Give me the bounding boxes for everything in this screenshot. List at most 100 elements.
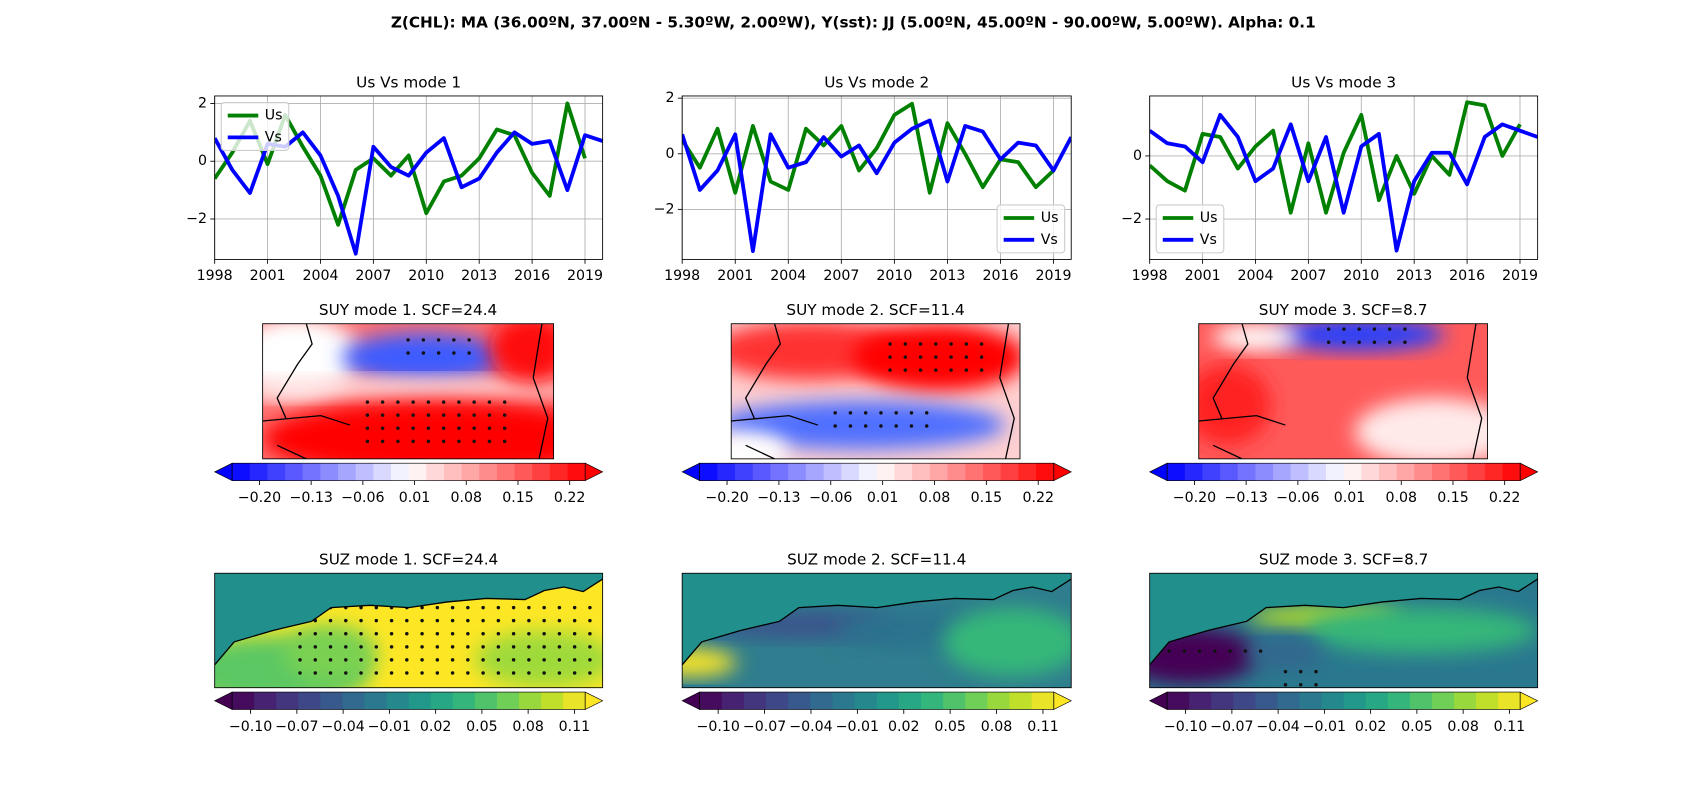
stipple <box>496 605 501 610</box>
colorbar-bin <box>1031 692 1055 710</box>
figure-title: Z(CHL): MA (36.00ºN, 37.00ºN - 5.30ºW, 2… <box>391 13 1316 31</box>
stipple <box>481 632 485 636</box>
stipple <box>481 671 485 675</box>
stipple <box>344 645 348 649</box>
axes-frame <box>214 95 604 260</box>
stipple <box>405 618 409 623</box>
stipple <box>542 605 546 610</box>
stipple <box>472 426 476 430</box>
colorbar-bin <box>1290 463 1309 481</box>
stipple <box>542 645 546 649</box>
stipple <box>472 413 476 417</box>
stipple <box>435 605 440 610</box>
colorbar-bin <box>1431 463 1451 481</box>
stipple <box>903 368 908 372</box>
legend-label: Us <box>1200 210 1218 226</box>
stipple <box>328 671 333 675</box>
colorbar-bin <box>342 692 366 710</box>
stipple <box>380 400 385 404</box>
stipple <box>833 411 837 415</box>
stipple <box>359 618 363 623</box>
stipple <box>888 342 892 346</box>
stipple <box>298 632 302 636</box>
stipple <box>979 342 984 346</box>
legend-label: Us <box>265 108 283 124</box>
x-tick-label: 1998 <box>197 268 233 284</box>
stipple <box>481 618 485 623</box>
stipple <box>380 439 385 444</box>
stipple <box>420 632 424 636</box>
stipple <box>527 671 531 675</box>
colorbar-tick-label: −0.06 <box>341 490 384 506</box>
x-tick-label: 2001 <box>1185 268 1221 284</box>
colorbar-bin <box>1453 692 1477 710</box>
x-tick-label: 2013 <box>461 268 497 284</box>
coastline <box>214 578 603 666</box>
stipple <box>466 632 470 636</box>
stipple <box>557 671 562 675</box>
stipple <box>1314 669 1318 674</box>
x-tick-label: 2007 <box>1290 268 1326 284</box>
colorbar-bin <box>894 463 913 481</box>
colorbar-bin <box>982 463 1002 481</box>
colorbar-bin <box>1502 463 1521 481</box>
x-tick-label: 2019 <box>1502 268 1538 284</box>
colorbar-bin <box>1018 463 1037 481</box>
stipple <box>924 411 929 415</box>
stipple <box>411 413 415 417</box>
colorbar-tick-label: 0.08 <box>1386 490 1418 506</box>
colorbar-frame <box>699 462 1055 481</box>
stipple <box>1342 340 1346 344</box>
stipple <box>979 355 984 359</box>
stipple <box>328 645 333 649</box>
colorbar-bin <box>567 463 586 481</box>
colorbar-bin <box>805 463 825 481</box>
colorbar-tick-label: −0.07 <box>1210 719 1253 735</box>
stipple <box>435 632 440 636</box>
colorbar-bin <box>267 463 286 481</box>
colorbar-bin <box>841 463 860 481</box>
stipple <box>359 605 363 610</box>
axes-title: SUZ mode 1. SCF=24.4 <box>319 551 498 569</box>
stipple <box>487 439 492 444</box>
colorbar-bin <box>1036 463 1055 481</box>
stipple <box>435 645 440 649</box>
map <box>1149 573 1538 688</box>
stipple <box>1387 327 1392 331</box>
colorbar-tick-label: 0.22 <box>1022 490 1054 506</box>
colorbar-bin <box>1484 463 1504 481</box>
colorbar-tick-label: −0.01 <box>836 719 879 735</box>
stipple <box>1357 340 1361 344</box>
map-frame <box>262 323 555 460</box>
colorbar-bin <box>1202 463 1221 481</box>
stipple <box>426 426 431 430</box>
stipple <box>374 645 379 649</box>
stipple <box>457 413 461 417</box>
colorbar-bin <box>1273 463 1292 481</box>
axes-title: Us Vs mode 3 <box>1291 73 1396 91</box>
stipple <box>496 671 501 675</box>
map-blob <box>341 333 505 382</box>
map-blob <box>1270 323 1445 351</box>
y-tick-label: 0 <box>666 146 675 162</box>
colorbar-bin <box>320 463 339 481</box>
colorbar-tick-label: −0.07 <box>743 719 786 735</box>
stipple <box>426 400 431 404</box>
stipple <box>389 645 394 649</box>
stipple <box>450 671 455 675</box>
colorbar-tick-label: −0.20 <box>238 490 281 506</box>
stipple <box>502 426 507 430</box>
stipple <box>457 400 461 404</box>
colorbar-tick-label: 0.02 <box>888 719 920 735</box>
stipple <box>313 658 318 662</box>
colorbar-bin <box>338 463 357 481</box>
colorbar-bin <box>743 692 767 710</box>
stipple <box>298 658 302 662</box>
stipple <box>1283 669 1288 674</box>
stipple <box>420 658 424 662</box>
colorbar-bin <box>1237 463 1256 481</box>
stipple <box>436 351 441 355</box>
stipple <box>1298 683 1303 687</box>
stipple <box>411 439 415 444</box>
x-tick-label: 2016 <box>514 268 550 284</box>
